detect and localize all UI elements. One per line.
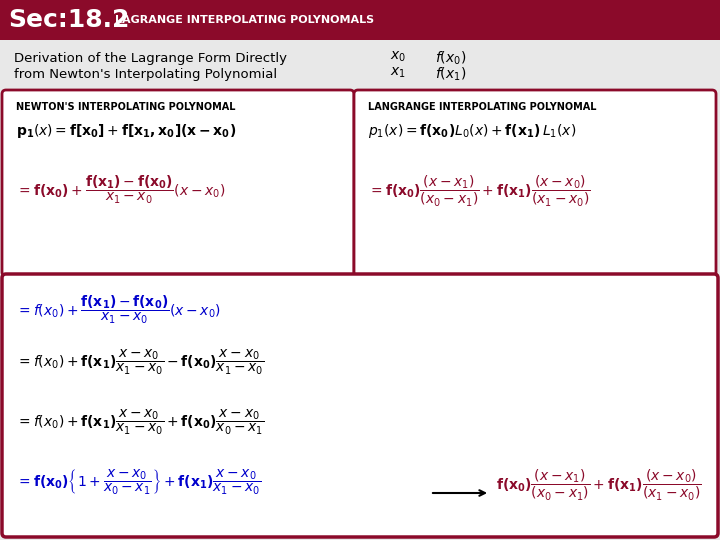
Text: $= f(x_0) + \mathbf{f(x_1)}\dfrac{x - x_0}{x_1 - x_0} - \mathbf{f(x_0)}\dfrac{x : $= f(x_0) + \mathbf{f(x_1)}\dfrac{x - x_… <box>16 348 264 377</box>
Text: $= f(x_0) + \mathbf{f(x_1)}\dfrac{x - x_0}{x_1 - x_0} + \mathbf{f(x_0)}\dfrac{x : $= f(x_0) + \mathbf{f(x_1)}\dfrac{x - x_… <box>16 408 264 437</box>
Text: Derivation of the Lagrange Form Directly: Derivation of the Lagrange Form Directly <box>14 52 287 65</box>
Text: NEWTON'S INTERPOLATING POLYNOMAL: NEWTON'S INTERPOLATING POLYNOMAL <box>16 102 235 112</box>
Text: from Newton's Interpolating Polynomial: from Newton's Interpolating Polynomial <box>14 68 277 81</box>
Text: $f(x_0)$: $f(x_0)$ <box>435 50 467 68</box>
Text: $x_0$: $x_0$ <box>390 50 406 64</box>
Text: $p_1(x) = \mathbf{f(x_0)}L_0(x) + \mathbf{f(x_1)}\,L_1(x)$: $p_1(x) = \mathbf{f(x_0)}L_0(x) + \mathb… <box>368 122 576 140</box>
Text: $= \mathbf{f(x_0)}\dfrac{(x-x_1)}{(x_0-x_1)} + \mathbf{f(x_1)}\dfrac{(x-x_0)}{(x: $= \mathbf{f(x_0)}\dfrac{(x-x_1)}{(x_0-x… <box>368 174 590 209</box>
Text: $x_1$: $x_1$ <box>390 66 406 80</box>
Text: $= \mathbf{f(x_0)}\left\{1 + \dfrac{x - x_0}{x_0 - x_1}\right\} + \mathbf{f(x_1): $= \mathbf{f(x_0)}\left\{1 + \dfrac{x - … <box>16 468 261 497</box>
Text: LANGRANGE INTERPOLATING POLYNOMAL: LANGRANGE INTERPOLATING POLYNOMAL <box>368 102 596 112</box>
FancyBboxPatch shape <box>354 90 716 276</box>
Text: $= \mathbf{f(x_0)} + \dfrac{\mathbf{f(x_1)}-\mathbf{f(x_0)}}{x_1 - x_0}(x - x_0): $= \mathbf{f(x_0)} + \dfrac{\mathbf{f(x_… <box>16 174 225 206</box>
Text: $\mathbf{p_1}(x) = \mathbf{f[x_0]} + \mathbf{f[x_1,x_0](x-x_0)}$: $\mathbf{p_1}(x) = \mathbf{f[x_0]} + \ma… <box>16 122 236 140</box>
Text: Sec:18.2: Sec:18.2 <box>8 8 130 32</box>
FancyBboxPatch shape <box>2 90 354 276</box>
Text: $= f(x_0) + \dfrac{\mathbf{f(x_1)} - \mathbf{f(x_0)}}{x_1 - x_0}(x - x_0)$: $= f(x_0) + \dfrac{\mathbf{f(x_1)} - \ma… <box>16 294 221 326</box>
Text: $\mathbf{f(x_0)}\dfrac{(x-x_1)}{(x_0-x_1)} + \mathbf{f(x_1)}\dfrac{(x-x_0)}{(x_1: $\mathbf{f(x_0)}\dfrac{(x-x_1)}{(x_0-x_1… <box>496 468 701 503</box>
FancyBboxPatch shape <box>2 274 718 537</box>
Text: $f(x_1)$: $f(x_1)$ <box>435 66 467 83</box>
Text: LAGRANGE INTERPOLATING POLYNOMALS: LAGRANGE INTERPOLATING POLYNOMALS <box>115 15 374 25</box>
Bar <box>0 0 720 40</box>
